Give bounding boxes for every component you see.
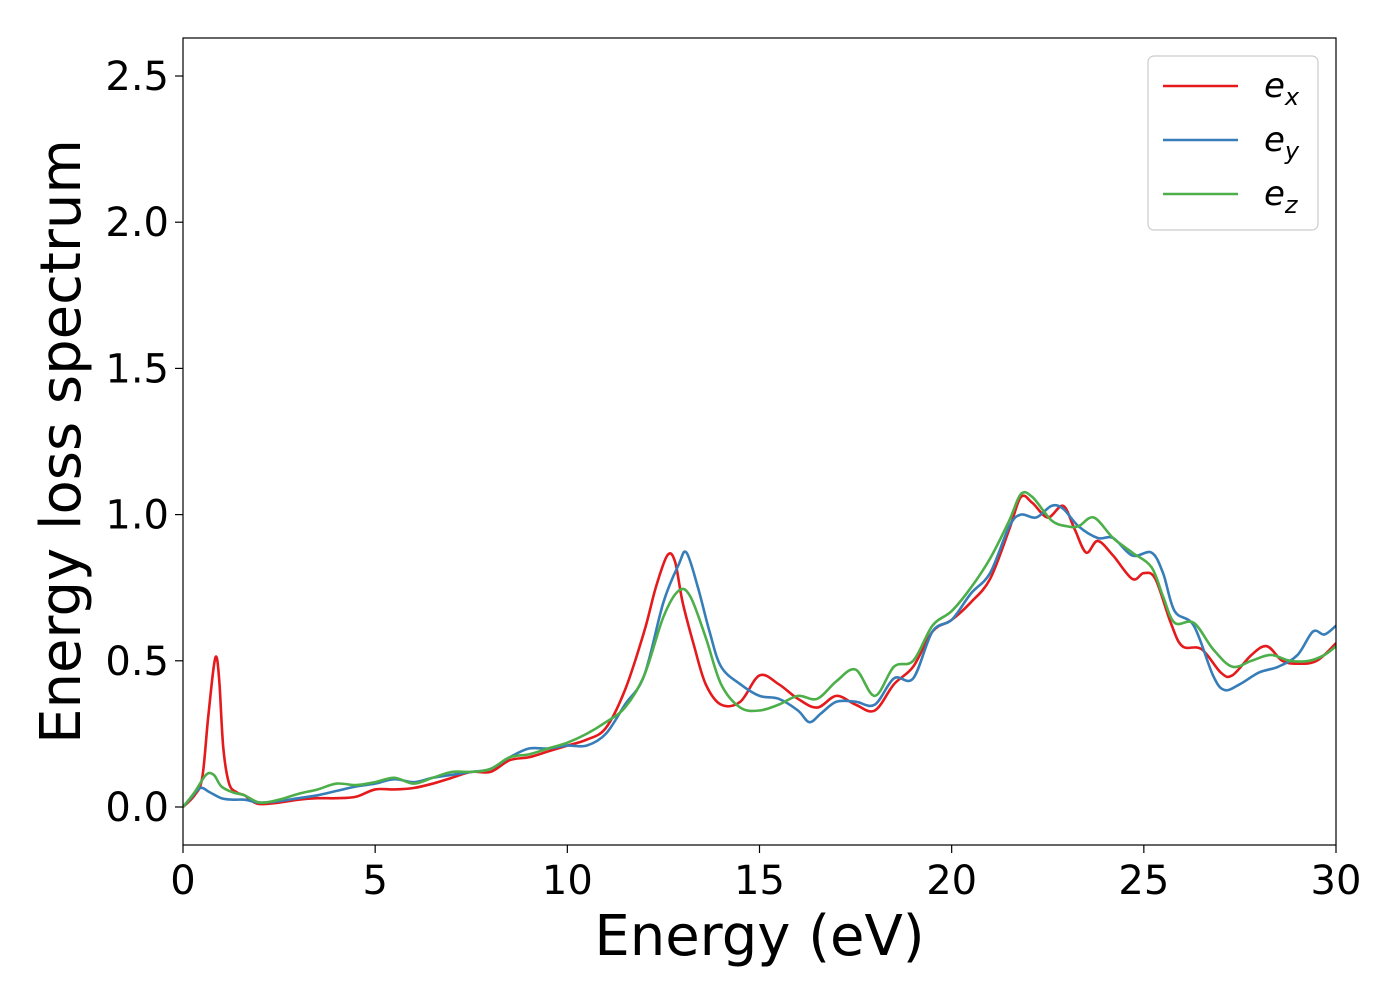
x-tick-label: 0 — [170, 858, 195, 904]
y-tick-label: 2.5 — [105, 54, 169, 100]
legend-label-z: ez — [1264, 174, 1299, 219]
legend: ex ey ez — [1147, 55, 1319, 231]
y-axis-title: Energy loss spectrum — [29, 139, 94, 744]
x-tick-label: 25 — [1118, 858, 1169, 904]
x-tick-label: 15 — [734, 858, 785, 904]
x-axis: 0 5 10 15 20 25 30 — [170, 845, 1361, 904]
y-tick-label: 0.0 — [105, 785, 169, 831]
series-line-z — [183, 490, 1336, 808]
legend-label-y: ey — [1264, 120, 1300, 165]
series-line-x — [183, 494, 1336, 808]
x-axis-title: Energy (eV) — [594, 904, 924, 969]
x-tick-label: 20 — [926, 858, 977, 904]
y-axis: 0.0 0.5 1.0 1.5 2.0 2.5 — [105, 54, 183, 831]
y-tick-label: 1.5 — [105, 346, 169, 392]
legend-box — [1147, 55, 1319, 231]
y-tick-label: 2.0 — [105, 200, 169, 246]
series-layer — [183, 490, 1336, 808]
y-tick-label: 0.5 — [105, 639, 169, 685]
x-tick-label: 10 — [542, 858, 593, 904]
x-tick-label: 5 — [362, 858, 387, 904]
legend-label-x: ex — [1264, 66, 1300, 111]
series-line-y — [183, 503, 1336, 808]
y-tick-label: 1.0 — [105, 493, 169, 539]
x-tick-label: 30 — [1311, 858, 1362, 904]
